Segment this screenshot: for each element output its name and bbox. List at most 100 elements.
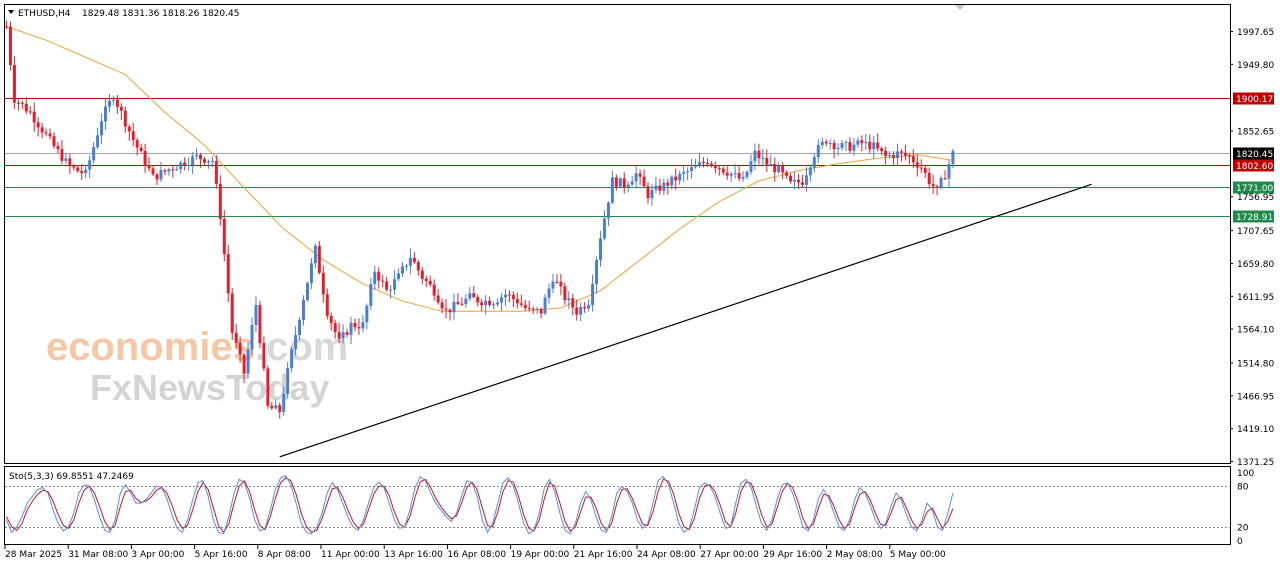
candle <box>230 287 234 340</box>
candle <box>199 152 203 168</box>
level-tag-3 <box>1233 210 1274 223</box>
candle <box>385 277 389 292</box>
candle <box>468 287 472 302</box>
candle <box>591 274 595 312</box>
candle <box>341 324 345 344</box>
x-tick-label: 8 Apr 08:00 <box>258 550 311 560</box>
candle <box>816 139 820 163</box>
candle <box>179 160 183 174</box>
candle <box>242 352 246 384</box>
candle <box>745 169 749 180</box>
candle <box>167 167 171 176</box>
candle <box>824 139 828 147</box>
candle <box>381 274 385 288</box>
candle <box>143 143 147 173</box>
chart-header[interactable]: ETHUSD,H4 1829.48 1831.36 1818.26 1820.4… <box>8 9 239 19</box>
candle <box>345 329 349 338</box>
stochastic-axis: 100 80 20 0 <box>1237 469 1254 547</box>
stoch-axis-label: 80 <box>1237 483 1249 493</box>
candle <box>539 307 543 319</box>
candle <box>258 300 262 349</box>
candle <box>321 265 325 303</box>
candle <box>309 258 313 290</box>
candle <box>729 171 733 182</box>
stochastic-signal-line <box>6 477 954 534</box>
candle <box>547 283 551 304</box>
candle <box>769 154 773 167</box>
candle <box>187 157 191 171</box>
candle <box>563 282 567 305</box>
candle <box>183 157 187 171</box>
candle <box>717 165 721 176</box>
candle <box>773 157 777 182</box>
candle <box>432 279 436 301</box>
candle <box>107 94 111 113</box>
candle <box>373 265 377 291</box>
candle <box>927 167 931 189</box>
candle <box>294 326 298 356</box>
candle <box>614 174 618 191</box>
candle <box>789 173 793 184</box>
candle <box>119 103 123 120</box>
candle <box>951 148 955 169</box>
candle <box>860 135 864 152</box>
level-value-2: 1771.00 <box>1236 184 1273 194</box>
candle <box>555 273 559 285</box>
x-tick-label: 19 Apr 00:00 <box>511 550 570 560</box>
candle <box>606 201 610 227</box>
candle <box>40 122 44 139</box>
candle <box>424 275 428 288</box>
symbol-label: ETHUSD,H4 <box>18 9 71 19</box>
candle <box>305 281 309 302</box>
candle <box>808 164 812 182</box>
candle <box>76 165 80 173</box>
candle <box>666 178 670 195</box>
candle <box>349 316 353 345</box>
candle <box>599 230 602 267</box>
candle <box>191 152 195 175</box>
candle <box>298 317 302 341</box>
candle <box>135 137 139 156</box>
candle <box>800 174 804 188</box>
candle <box>709 160 713 168</box>
candle <box>48 128 52 140</box>
candle <box>543 293 547 316</box>
candle <box>397 268 401 282</box>
candle <box>476 294 480 307</box>
dropdown-triangle-icon[interactable] <box>8 10 14 14</box>
candle <box>876 133 880 152</box>
candle <box>571 293 575 316</box>
candle <box>935 184 939 196</box>
candle <box>254 296 258 333</box>
candle <box>16 98 20 111</box>
y-tick-label: 1707.65 <box>1237 227 1274 237</box>
price-axis: 1997.65 1949.80 1852.65 1756.95 1707.65 1659.… <box>1230 28 1274 468</box>
candle <box>460 297 464 306</box>
chart-shift-marker-icon[interactable] <box>955 5 965 10</box>
candle <box>919 159 923 173</box>
candle <box>880 146 884 156</box>
candle <box>488 296 492 308</box>
candle <box>36 117 40 137</box>
candle <box>44 128 48 137</box>
y-tick-label: 1949.80 <box>1237 61 1274 71</box>
candle <box>868 134 872 153</box>
candle <box>456 293 460 306</box>
candle <box>626 181 630 193</box>
candle <box>595 256 599 294</box>
candle <box>195 148 199 160</box>
candle <box>163 168 167 176</box>
candle <box>733 163 737 179</box>
candle <box>329 312 333 331</box>
ohlc-readout: 1829.48 1831.36 1818.26 1820.45 <box>82 9 239 19</box>
candle <box>856 137 860 148</box>
candle <box>828 139 832 150</box>
candle <box>401 262 404 277</box>
candle <box>123 106 127 133</box>
candle <box>52 132 56 149</box>
candle <box>408 248 412 274</box>
candle <box>535 306 539 314</box>
candle <box>151 165 155 176</box>
candle <box>515 292 519 309</box>
